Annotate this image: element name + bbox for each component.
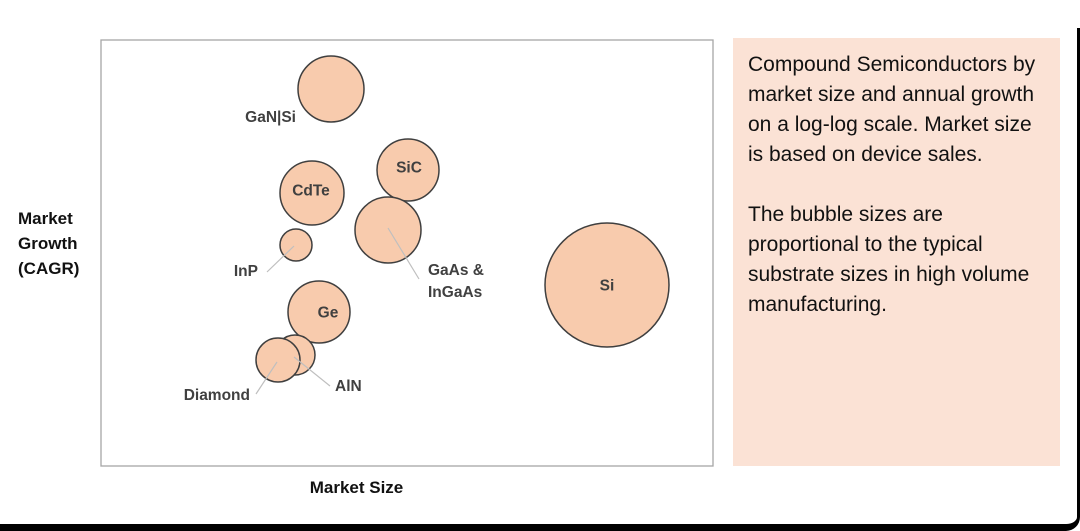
bubble-inp <box>279 228 313 262</box>
side-panel-note: Compound Semiconductors by market size a… <box>733 38 1060 466</box>
bubble-gan-si <box>297 55 365 123</box>
bubble-diamond <box>255 337 301 383</box>
bubble-ge <box>287 280 351 344</box>
y-axis-label-line1: Market <box>18 209 73 228</box>
leader-line-gaas-ingaas <box>387 227 420 280</box>
note-paragraph-2: The bubble sizes are proportional to the… <box>748 203 1030 316</box>
bubble-label-inp: InP <box>234 263 258 280</box>
bubble-label-si: Si <box>600 278 615 295</box>
bubble-cdte <box>279 160 345 226</box>
bubble-label-sic: SiC <box>396 160 422 177</box>
bubble-label-diamond: Diamond <box>184 387 250 404</box>
leader-line-diamond <box>255 361 278 395</box>
y-axis-label-line3: (CAGR) <box>18 259 80 278</box>
bubble-label-ge: Ge <box>318 305 339 322</box>
bubble-label-aln: AlN <box>335 378 362 395</box>
y-axis-label-line2: Growth <box>18 234 78 253</box>
bubble-label-gaas-ingaas-line2: InGaAs <box>428 284 482 301</box>
y-axis-label: Market Growth (CAGR) <box>18 206 98 281</box>
note-paragraph-1: Compound Semiconductors by market size a… <box>748 53 1036 166</box>
bubble-label-cdte: CdTe <box>292 183 330 200</box>
bubble-gaas-ingaas <box>354 196 422 264</box>
x-axis-label: Market Size <box>309 478 404 497</box>
bubble-sic <box>376 138 440 202</box>
bubble-label-gaas-ingaas-line1: GaAs & <box>428 262 484 279</box>
bubble-label-gan-si: GaN|Si <box>245 109 296 126</box>
leader-line-aln <box>293 356 331 387</box>
leader-line-inp <box>266 245 295 273</box>
bubble-si <box>544 222 670 348</box>
